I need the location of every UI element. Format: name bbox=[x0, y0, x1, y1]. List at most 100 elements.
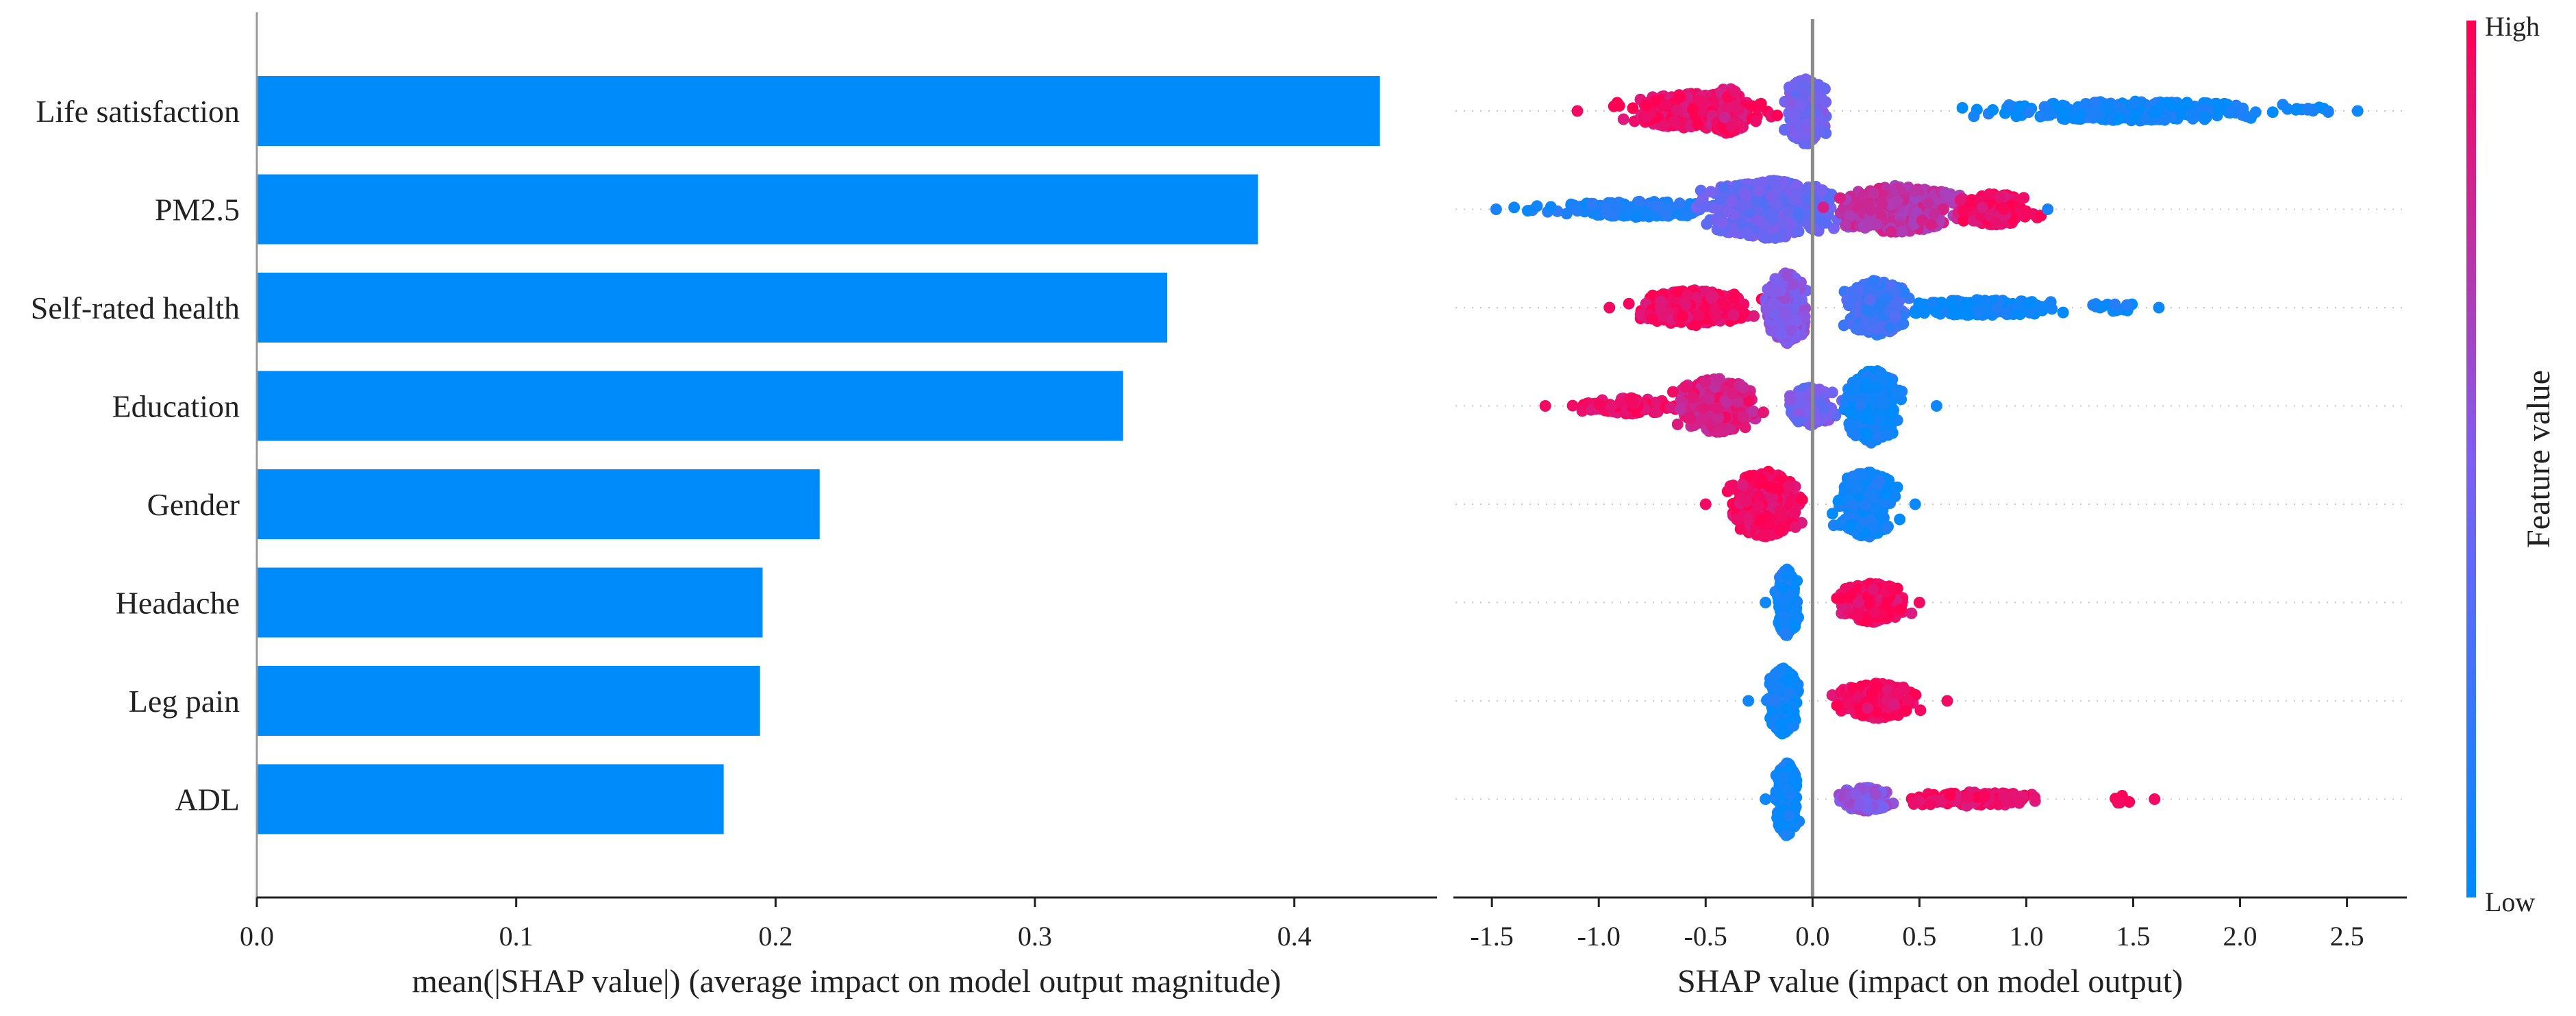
shap-point bbox=[1677, 310, 1689, 323]
shap-point bbox=[1787, 278, 1799, 290]
shap-point bbox=[1508, 201, 1521, 214]
feature-label: Leg pain bbox=[129, 684, 240, 719]
shap-point bbox=[1778, 123, 1790, 136]
shap-point bbox=[1741, 226, 1753, 238]
shap-point bbox=[1701, 218, 1713, 230]
shap-point bbox=[1766, 212, 1779, 225]
shap-point bbox=[1594, 399, 1605, 411]
shap-point bbox=[1647, 312, 1658, 325]
shap-point bbox=[1896, 225, 1908, 238]
shap-point bbox=[1889, 310, 1901, 323]
shap-point bbox=[1713, 373, 1725, 385]
shap-point bbox=[1703, 393, 1715, 405]
shap-point bbox=[1770, 198, 1782, 210]
shap-point bbox=[1692, 119, 1704, 131]
shap-point bbox=[1775, 327, 1788, 340]
shap-point bbox=[1724, 423, 1736, 436]
shap-point bbox=[2079, 98, 2092, 110]
shap-point bbox=[1671, 104, 1683, 116]
shap-point bbox=[1991, 302, 2003, 314]
bar bbox=[257, 174, 1258, 245]
shap-point bbox=[1781, 306, 1793, 318]
shap-point bbox=[2013, 299, 2025, 311]
x-tick-label: 0.1 bbox=[499, 921, 534, 952]
shap-point bbox=[2351, 105, 2364, 117]
shap-point bbox=[2086, 106, 2099, 118]
shap-point bbox=[1796, 494, 1808, 506]
shap-point bbox=[1727, 208, 1740, 221]
shap-point bbox=[1660, 99, 1672, 111]
shap-point bbox=[1684, 412, 1697, 424]
shap-point bbox=[1674, 91, 1686, 103]
shap-point bbox=[1758, 406, 1769, 419]
shap-point bbox=[1727, 387, 1738, 399]
shap-point bbox=[2128, 97, 2140, 110]
shap-point bbox=[1789, 506, 1801, 519]
shap-point bbox=[1796, 397, 1808, 409]
shap-point bbox=[2307, 105, 2319, 117]
shap-point bbox=[1560, 208, 1573, 220]
shap-point bbox=[1687, 103, 1699, 115]
shap-point bbox=[1774, 505, 1786, 517]
shap-point bbox=[1973, 306, 1985, 319]
shap-point bbox=[1785, 97, 1797, 110]
shap-point bbox=[1864, 204, 1877, 216]
shap-point bbox=[2042, 203, 2054, 215]
shap-point bbox=[1785, 495, 1797, 508]
feature-label: Headache bbox=[116, 586, 240, 621]
shap-point bbox=[1916, 214, 1928, 227]
shap-point bbox=[1687, 391, 1699, 404]
feature-label: Life satisfaction bbox=[36, 94, 240, 129]
bar bbox=[257, 666, 760, 736]
shap-point bbox=[1701, 200, 1713, 212]
shap-point bbox=[1884, 418, 1897, 430]
shap-point bbox=[1640, 99, 1652, 112]
shap-point bbox=[1718, 111, 1731, 123]
shap-point bbox=[1782, 206, 1795, 218]
shap-point bbox=[1613, 99, 1625, 112]
shap-point bbox=[1727, 309, 1740, 321]
shap-point bbox=[1792, 207, 1805, 219]
shap-point bbox=[1696, 413, 1708, 425]
feature-label: Gender bbox=[147, 487, 240, 522]
shap-point bbox=[1769, 179, 1781, 191]
shap-point bbox=[1627, 102, 1639, 114]
shap-point bbox=[1624, 393, 1636, 405]
x-tick-label: 0.3 bbox=[1018, 921, 1052, 952]
shap-point bbox=[1755, 97, 1767, 110]
shap-point bbox=[1891, 195, 1903, 207]
shap-point bbox=[1603, 301, 1616, 314]
shap-point bbox=[1605, 400, 1618, 412]
bar bbox=[257, 371, 1123, 441]
feature-label: Self-rated health bbox=[31, 290, 240, 325]
shap-point bbox=[1634, 195, 1646, 208]
shap-point bbox=[1545, 201, 1557, 213]
shap-point bbox=[1737, 382, 1749, 393]
shap-point bbox=[1600, 206, 1612, 219]
shap-point bbox=[1847, 286, 1860, 298]
shap-point bbox=[1539, 400, 1551, 412]
bar-x-axis-label: mean(|SHAP value|) (average impact on mo… bbox=[412, 963, 1281, 1000]
shap-point bbox=[2023, 106, 2035, 119]
shap-point bbox=[1968, 110, 1980, 123]
shap-point bbox=[1890, 297, 1903, 310]
shap-point bbox=[1826, 386, 1838, 399]
shap-point bbox=[1839, 219, 1851, 232]
shap-point bbox=[1954, 194, 1966, 206]
shap-point bbox=[2200, 111, 2212, 123]
shap-point bbox=[1767, 298, 1779, 310]
shap-point bbox=[1867, 275, 1879, 287]
shap-point bbox=[1817, 201, 1829, 214]
shap-point bbox=[2240, 110, 2253, 123]
shap-point bbox=[1789, 521, 1801, 533]
shap-point bbox=[1922, 197, 1934, 210]
shap-point bbox=[1881, 428, 1894, 441]
x-tick-label: 0.4 bbox=[1277, 921, 1312, 952]
shap-point bbox=[1845, 384, 1858, 395]
shap-point bbox=[2164, 98, 2176, 110]
bar bbox=[257, 273, 1168, 343]
shap-point bbox=[1889, 286, 1901, 298]
shap-point bbox=[1875, 299, 1887, 311]
shap-point bbox=[2046, 303, 2058, 315]
